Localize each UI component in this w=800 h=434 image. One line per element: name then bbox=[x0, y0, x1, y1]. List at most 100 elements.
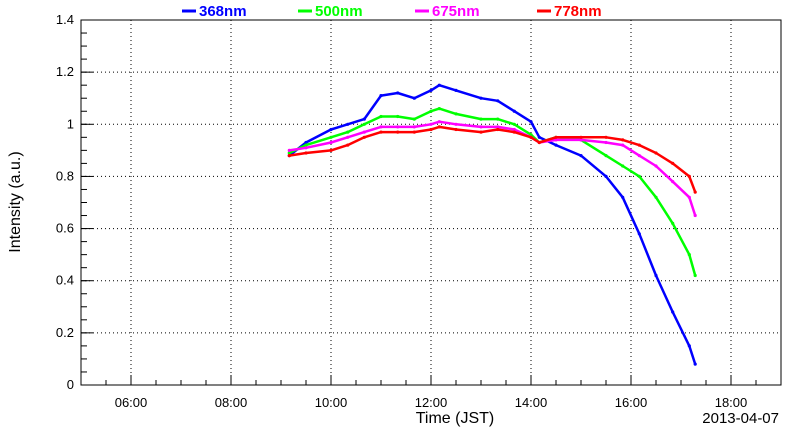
legend-label: 778nm bbox=[554, 3, 602, 20]
data-point-368nm bbox=[362, 117, 366, 121]
data-point-500nm bbox=[693, 273, 697, 278]
data-point-778nm bbox=[479, 130, 483, 134]
data-point-500nm bbox=[529, 133, 533, 137]
y-tick-label: 0.8 bbox=[56, 168, 74, 183]
data-point-675nm bbox=[687, 195, 691, 199]
data-point-675nm bbox=[429, 122, 433, 126]
legend-label: 500nm bbox=[315, 3, 363, 20]
data-point-368nm bbox=[687, 344, 691, 348]
data-point-778nm bbox=[604, 135, 608, 139]
data-point-500nm bbox=[379, 114, 383, 119]
data-point-778nm bbox=[671, 161, 675, 165]
data-point-675nm bbox=[379, 125, 383, 129]
data-point-675nm bbox=[437, 120, 441, 124]
x-axis-title: Time (JST) bbox=[416, 410, 495, 427]
data-point-500nm bbox=[412, 117, 416, 121]
data-point-675nm bbox=[496, 125, 500, 129]
x-tick-labels: 06:00 08:00 10:00 12:00 14:00 16:00 18:00 bbox=[115, 395, 748, 410]
data-point-778nm bbox=[529, 135, 533, 139]
data-point-778nm bbox=[621, 138, 625, 142]
legend-label: 675nm bbox=[432, 3, 480, 20]
data-point-368nm bbox=[496, 99, 500, 103]
data-point-500nm bbox=[304, 143, 308, 147]
data-point-778nm bbox=[496, 127, 500, 132]
data-point-368nm bbox=[529, 120, 533, 124]
data-point-675nm bbox=[554, 138, 558, 142]
data-point-368nm bbox=[512, 109, 516, 113]
data-point-778nm bbox=[637, 143, 641, 147]
data-point-778nm bbox=[537, 140, 541, 145]
data-point-500nm bbox=[604, 154, 608, 158]
data-point-368nm bbox=[621, 195, 625, 199]
data-point-368nm bbox=[346, 122, 350, 126]
data-point-675nm bbox=[479, 125, 483, 129]
data-point-778nm bbox=[654, 151, 658, 155]
data-point-778nm bbox=[454, 127, 458, 132]
series-lines bbox=[287, 83, 697, 366]
data-point-675nm bbox=[412, 125, 416, 129]
data-point-368nm bbox=[693, 362, 697, 366]
data-point-500nm bbox=[429, 109, 433, 113]
data-point-368nm bbox=[454, 88, 458, 92]
data-point-778nm bbox=[554, 135, 558, 139]
data-point-778nm bbox=[329, 148, 333, 152]
data-point-778nm bbox=[429, 127, 433, 132]
data-point-368nm bbox=[329, 127, 333, 132]
data-point-500nm bbox=[329, 135, 333, 139]
data-point-500nm bbox=[346, 130, 350, 134]
y-tick-label: 0.2 bbox=[56, 325, 74, 340]
data-point-778nm bbox=[687, 174, 691, 178]
data-point-778nm bbox=[693, 190, 697, 194]
y-tick-label: 1.4 bbox=[56, 12, 74, 27]
y-tick-labels: 0 0.2 0.4 0.6 0.8 1 1.2 1.4 bbox=[56, 12, 74, 392]
data-point-500nm bbox=[687, 253, 691, 257]
data-point-500nm bbox=[362, 122, 366, 126]
x-tick-label: 06:00 bbox=[115, 395, 148, 410]
data-point-368nm bbox=[437, 83, 441, 87]
data-point-368nm bbox=[579, 154, 583, 158]
series-line-675nm bbox=[289, 120, 697, 216]
data-point-368nm bbox=[537, 135, 541, 139]
data-point-500nm bbox=[671, 221, 675, 225]
data-point-675nm bbox=[621, 143, 625, 147]
y-axis-title: Intensity (a.u.) bbox=[7, 151, 24, 252]
data-point-500nm bbox=[479, 117, 483, 121]
grid-lines bbox=[81, 19, 781, 386]
y-tick-label: 1 bbox=[67, 116, 74, 131]
data-point-368nm bbox=[379, 94, 383, 98]
data-point-778nm bbox=[346, 143, 350, 147]
data-point-500nm bbox=[287, 151, 291, 155]
data-point-675nm bbox=[671, 180, 675, 184]
data-point-675nm bbox=[329, 140, 333, 145]
data-point-675nm bbox=[396, 125, 400, 129]
data-point-368nm bbox=[637, 232, 641, 236]
data-point-778nm bbox=[304, 151, 308, 155]
data-point-675nm bbox=[454, 122, 458, 126]
data-point-368nm bbox=[604, 174, 608, 178]
legend-label: 368nm bbox=[199, 3, 247, 20]
y-tick-label: 0.4 bbox=[56, 273, 74, 288]
legend: 368nm 500nm 675nm 778nm bbox=[182, 3, 602, 20]
data-point-778nm bbox=[287, 154, 291, 158]
data-point-675nm bbox=[637, 154, 641, 158]
data-point-675nm bbox=[346, 135, 350, 139]
data-point-500nm bbox=[437, 107, 441, 111]
x-tick-label: 12:00 bbox=[415, 395, 448, 410]
data-point-368nm bbox=[554, 143, 558, 147]
data-point-778nm bbox=[396, 130, 400, 134]
data-point-675nm bbox=[304, 146, 308, 150]
data-point-778nm bbox=[512, 130, 516, 134]
data-point-675nm bbox=[287, 148, 291, 152]
data-point-778nm bbox=[379, 130, 383, 134]
data-point-675nm bbox=[693, 213, 697, 218]
data-point-778nm bbox=[412, 130, 416, 134]
axis-ticks bbox=[80, 19, 782, 386]
data-point-368nm bbox=[479, 96, 483, 100]
x-tick-label: 14:00 bbox=[515, 395, 548, 410]
x-tick-label: 18:00 bbox=[715, 395, 748, 410]
data-point-500nm bbox=[637, 174, 641, 178]
y-tick-label: 0.6 bbox=[56, 221, 74, 236]
y-tick-label: 1.2 bbox=[56, 64, 74, 79]
data-point-500nm bbox=[496, 117, 500, 121]
